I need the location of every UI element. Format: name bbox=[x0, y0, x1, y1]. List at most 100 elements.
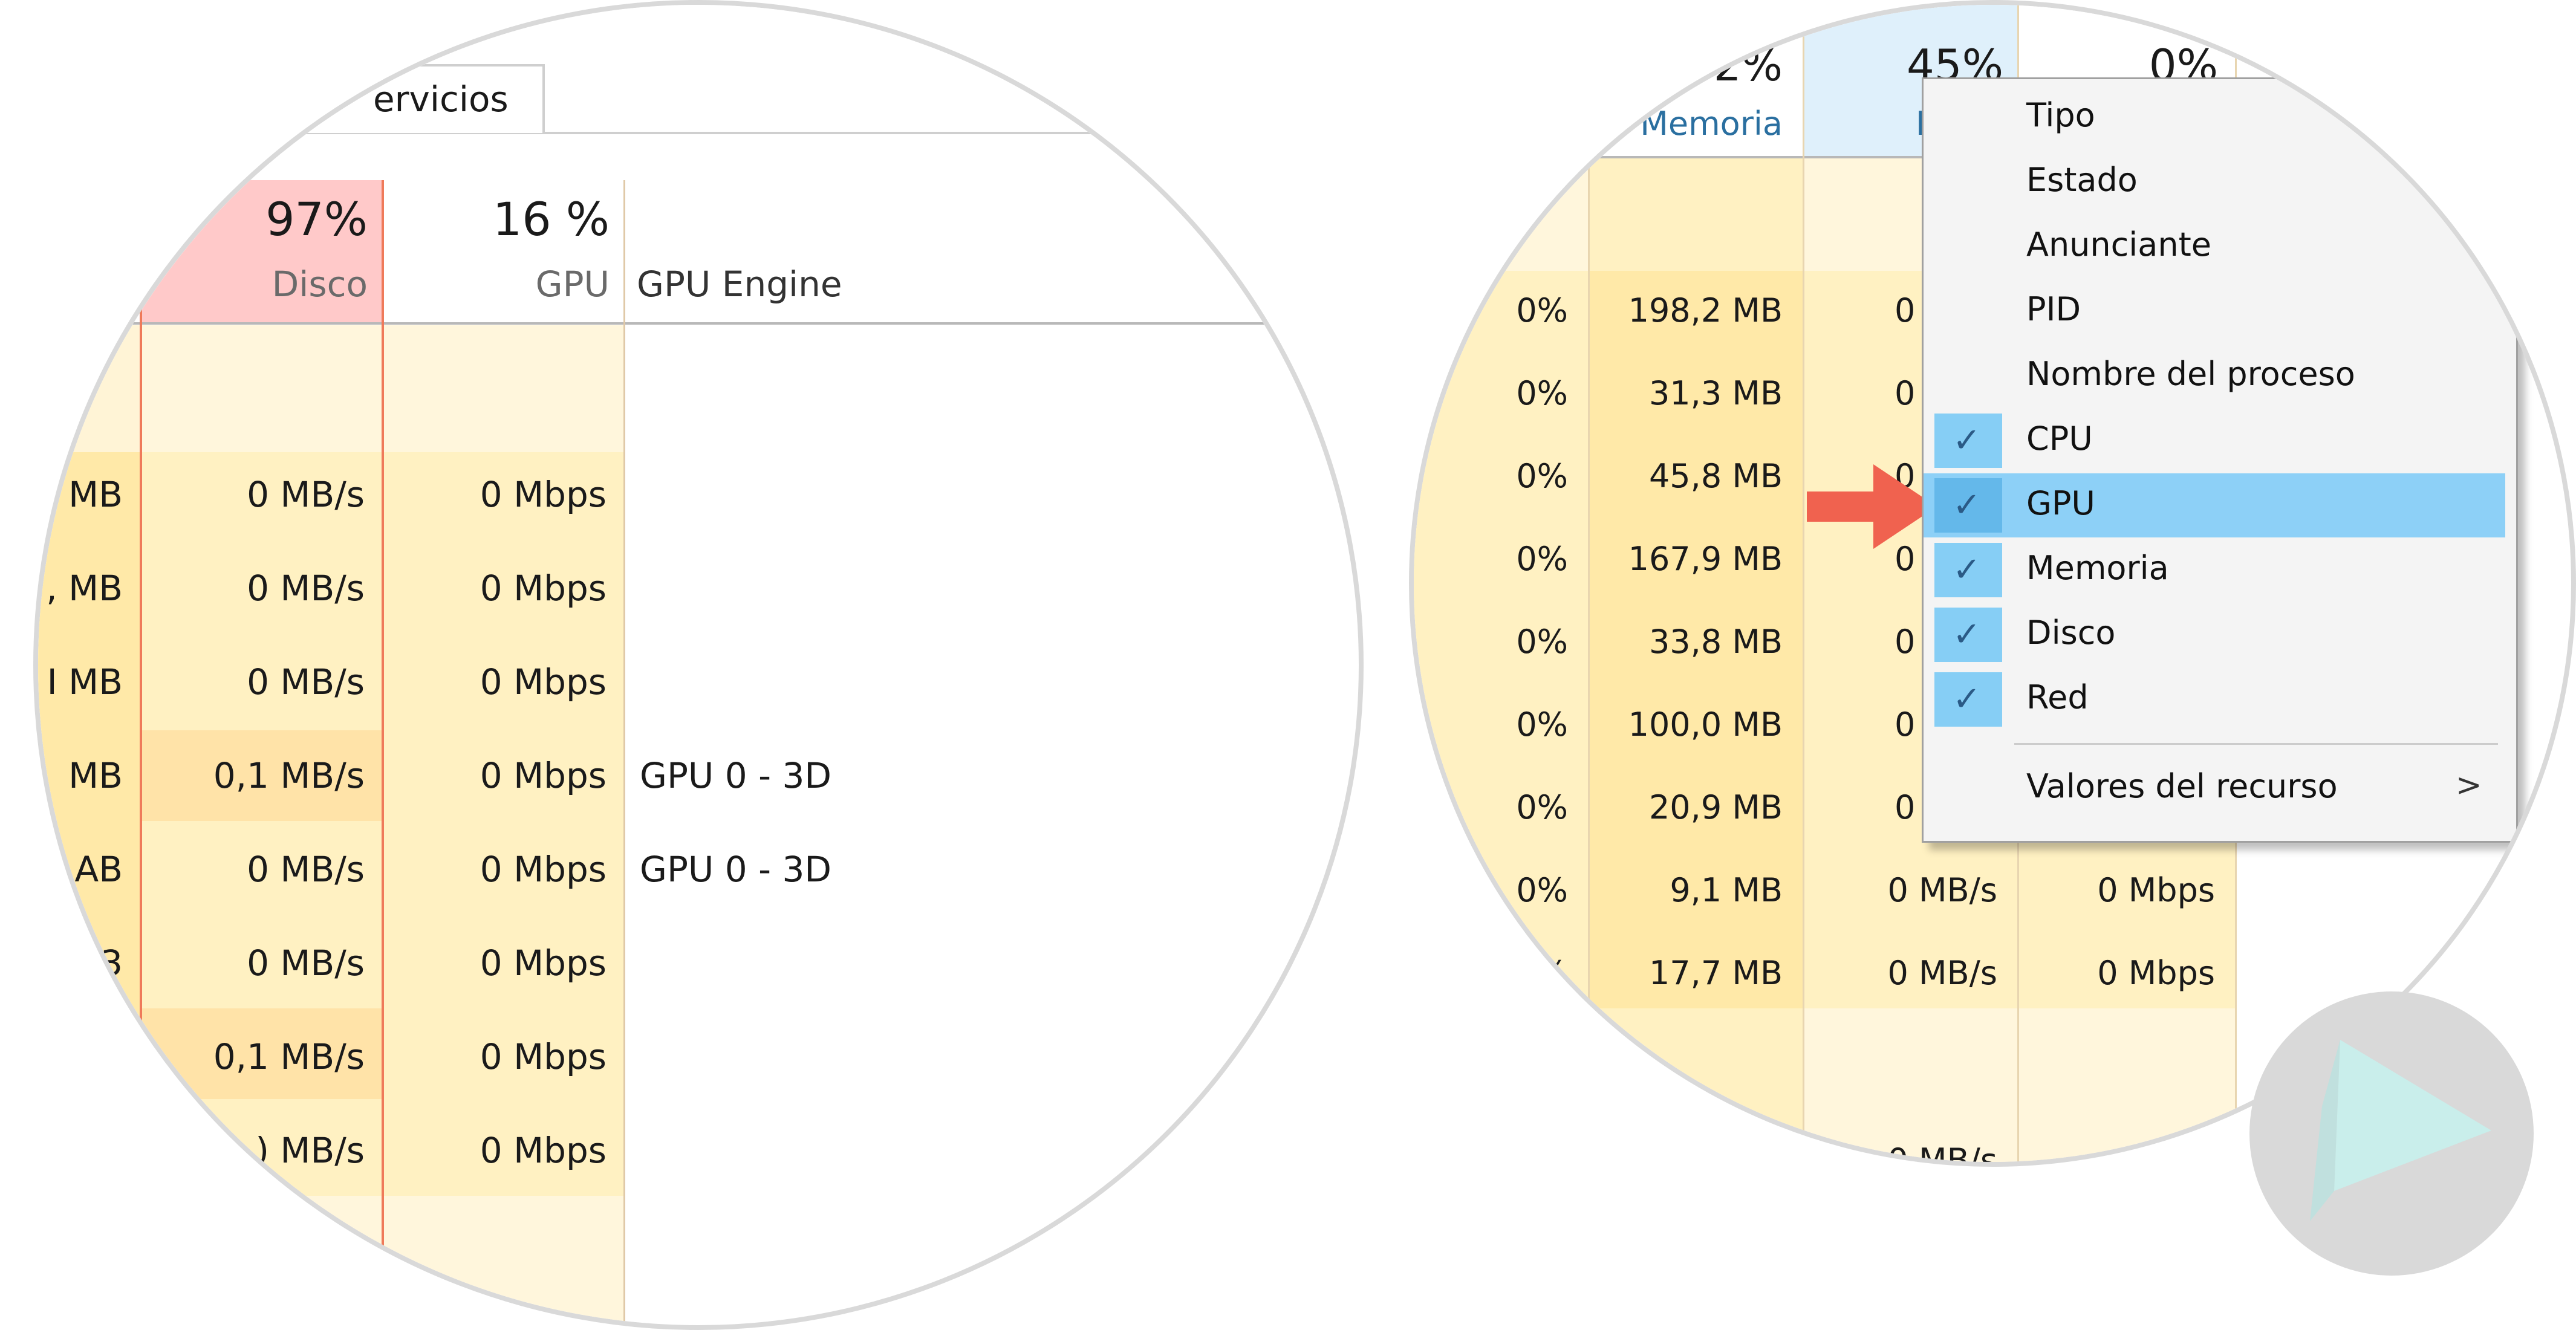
menu-item-anunciante[interactable]: Anunciante bbox=[1924, 215, 2505, 279]
mem-heat-block bbox=[38, 452, 141, 1196]
left-gpu-cell-5: 0 Mbps bbox=[480, 942, 607, 984]
right-bottom-partial: 0 MB/s bbox=[1887, 1141, 1998, 1167]
chevron-right-icon: > bbox=[2456, 767, 2482, 803]
right-mem-cell-4: 33,8 MB bbox=[1648, 623, 1783, 661]
disk-heat-row-4 bbox=[141, 730, 383, 821]
gpu-header-pct: 16 % bbox=[492, 192, 610, 246]
check-glyph: ✓ bbox=[1953, 615, 1981, 654]
right-mem-heat-block bbox=[1589, 271, 1804, 1008]
left-mem-cell-4: AB bbox=[74, 849, 123, 890]
left-gpu-cell-0: 0 Mbps bbox=[480, 474, 607, 515]
check-glyph: ✓ bbox=[1953, 680, 1981, 719]
menu-item-estado[interactable]: Estado bbox=[1924, 150, 2505, 214]
menu-item-nombre-proceso-label: Nombre del proceso bbox=[2026, 355, 2355, 393]
check-icon: ✓ bbox=[1934, 414, 2002, 468]
left-engine-cell-4: GPU 0 - 3D bbox=[640, 849, 832, 890]
right-mem-cell-0: 198,2 MB bbox=[1628, 291, 1783, 329]
right-mem-cell-2: 45,8 MB bbox=[1648, 457, 1783, 495]
left-disk-cell-7: ) MB/s bbox=[255, 1130, 365, 1171]
menu-item-memoria-label: Memoria bbox=[2026, 549, 2169, 587]
left-gpu-cell-6: 0 Mbps bbox=[480, 1036, 607, 1077]
left-disk-cell-6: 0,1 MB/s bbox=[213, 1036, 365, 1077]
right-net-cell-7: 0 Mbps bbox=[2097, 871, 2215, 909]
play-triangle-logo-icon bbox=[2310, 1040, 2491, 1221]
right-cpu-cell-6: 0% bbox=[1516, 788, 1568, 826]
menu-item-tipo[interactable]: Tipo bbox=[1924, 85, 2505, 149]
check-icon: ✓ bbox=[1934, 478, 2002, 533]
left-mem-cell-2: I MB bbox=[47, 661, 123, 702]
left-magnifier: ervicios 97% Disco 16 % GPU GPU Engine M… bbox=[33, 0, 1364, 1330]
left-disk-cell-2: 0 MB/s bbox=[247, 661, 365, 702]
memory-header-pct: 2% bbox=[1713, 40, 1783, 91]
disk-column-header[interactable] bbox=[141, 180, 383, 322]
menu-item-gpu[interactable]: ✓ GPU bbox=[1924, 473, 2505, 537]
check-glyph: ✓ bbox=[1953, 485, 1981, 525]
check-icon: ✓ bbox=[1934, 543, 2002, 597]
menu-item-anunciante-label: Anunciante bbox=[2026, 225, 2212, 264]
right-disk-cell-0: 0 bbox=[1895, 291, 1916, 329]
left-gpu-cell-4: 0 Mbps bbox=[480, 849, 607, 890]
right-cpu-cell-4: 0% bbox=[1516, 623, 1568, 661]
left-mem-cell-1: , MB bbox=[46, 568, 123, 609]
right-cpu-cell-5: 0% bbox=[1516, 706, 1568, 744]
left-gpu-cell-2: 0 Mbps bbox=[480, 661, 607, 702]
menu-item-gpu-label: GPU bbox=[2026, 484, 2095, 522]
col-divider-1 bbox=[1588, 5, 1590, 1162]
disk-heat-row-7 bbox=[141, 1008, 383, 1099]
check-icon: ✓ bbox=[1934, 608, 2002, 662]
menu-item-valores-recurso[interactable]: Valores del recurso > bbox=[1924, 756, 2505, 820]
left-disk-cell-0: 0 MB/s bbox=[247, 474, 365, 515]
menu-item-nombre-proceso[interactable]: Nombre del proceso bbox=[1924, 344, 2505, 408]
disk-column-border-right bbox=[382, 180, 384, 1325]
left-mem-cell-5: 3 bbox=[100, 942, 123, 984]
tab-servicios[interactable]: ervicios bbox=[298, 64, 545, 133]
menu-item-memoria[interactable]: ✓ Memoria bbox=[1924, 538, 2505, 602]
menu-separator bbox=[2014, 743, 2498, 745]
right-disk-cell-5: 0 bbox=[1895, 706, 1916, 744]
col-divider-2 bbox=[1803, 5, 1804, 1162]
menu-item-pid-label: PID bbox=[2026, 290, 2081, 328]
right-mem-cell-1: 31,3 MB bbox=[1648, 374, 1783, 412]
menu-item-tipo-label: Tipo bbox=[2026, 96, 2095, 134]
left-mem-cell-3: MB bbox=[68, 755, 123, 796]
menu-item-red[interactable]: ✓ Red bbox=[1924, 667, 2505, 731]
right-disk-cell-4: 0 bbox=[1895, 623, 1916, 661]
menu-item-red-label: Red bbox=[2026, 678, 2089, 716]
right-cpu-heat-block bbox=[1414, 271, 1589, 1008]
right-magnifier: 2% Memoria 45% I 0% 0% 198,2 MB 0 0% 31,… bbox=[1409, 0, 2576, 1167]
check-glyph: ✓ bbox=[1953, 550, 1981, 589]
gpu-heat-block bbox=[383, 452, 625, 1196]
menu-item-cpu[interactable]: ✓ CPU bbox=[1924, 409, 2505, 473]
right-cpu-cell-2: 0% bbox=[1516, 457, 1568, 495]
right-disk-cell-6: 0 bbox=[1895, 788, 1916, 826]
right-mem-cell-8: 17,7 MB bbox=[1648, 954, 1783, 992]
left-mem-cell-0: MB bbox=[68, 474, 123, 515]
play-logo bbox=[2249, 991, 2534, 1276]
right-cpu-cell-0: 0% bbox=[1516, 291, 1568, 329]
gpu-header-label: GPU bbox=[535, 264, 610, 305]
right-disk-cell-3: 0 bbox=[1895, 540, 1916, 578]
right-mem-cell-6: 20,9 MB bbox=[1648, 788, 1783, 826]
right-cpu-cell-7: 0% bbox=[1516, 871, 1568, 909]
menu-item-pid[interactable]: PID bbox=[1924, 279, 2505, 343]
left-gpu-cell-3: 0 Mbps bbox=[480, 755, 607, 796]
gpu-engine-divider bbox=[623, 180, 625, 1325]
right-disk-cell-8: 0 MB/s bbox=[1887, 954, 1998, 992]
left-disk-cell-4: 0 MB/s bbox=[247, 849, 365, 890]
right-mem-cell-3: 167,9 MB bbox=[1628, 540, 1783, 578]
context-menu: Tipo Estado Anunciante PID Nombre del pr… bbox=[1922, 77, 2518, 843]
menu-item-estado-label: Estado bbox=[2026, 161, 2138, 199]
check-icon: ✓ bbox=[1934, 672, 2002, 727]
left-gpu-cell-7: 0 Mbps bbox=[480, 1130, 607, 1171]
left-disk-cell-3: 0,1 MB/s bbox=[213, 755, 365, 796]
right-mem-cell-7: 9,1 MB bbox=[1670, 871, 1783, 909]
right-cpu-cell-1: 0% bbox=[1516, 374, 1568, 412]
left-gpu-cell-1: 0 Mbps bbox=[480, 568, 607, 609]
right-cpu-cell-8: % bbox=[1537, 954, 1568, 992]
right-net-cell-8: 0 Mbps bbox=[2097, 954, 2215, 992]
disk-header-pct: 97% bbox=[265, 192, 368, 246]
gpu-engine-header-label: GPU Engine bbox=[637, 264, 842, 305]
menu-item-disco[interactable]: ✓ Disco bbox=[1924, 603, 2505, 667]
disk-header-label: Disco bbox=[272, 264, 368, 305]
left-engine-cell-3: GPU 0 - 3D bbox=[640, 755, 832, 796]
